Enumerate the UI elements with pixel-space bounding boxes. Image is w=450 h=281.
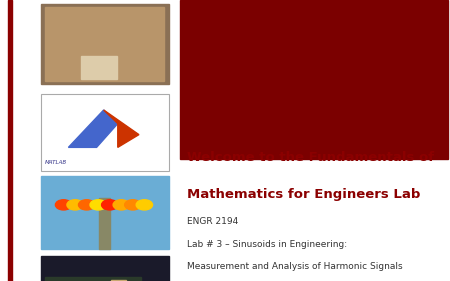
Text: Mathematics for Engineers Lab: Mathematics for Engineers Lab — [187, 188, 420, 201]
Bar — [111, 280, 126, 281]
Circle shape — [125, 200, 141, 210]
Text: ENGR 2194: ENGR 2194 — [187, 217, 238, 226]
Bar — [45, 7, 164, 81]
Bar — [81, 56, 117, 79]
Polygon shape — [104, 110, 139, 147]
Bar — [40, 256, 169, 281]
Circle shape — [136, 200, 153, 210]
Circle shape — [67, 200, 83, 210]
Text: Lab # 3 – Sinusoids in Engineering:: Lab # 3 – Sinusoids in Engineering: — [187, 240, 347, 249]
Polygon shape — [68, 110, 118, 147]
Bar — [8, 0, 12, 281]
Circle shape — [90, 200, 106, 210]
Bar — [180, 0, 448, 159]
Text: MATLAB: MATLAB — [45, 160, 67, 166]
Circle shape — [78, 200, 95, 210]
Circle shape — [102, 200, 118, 210]
Bar — [40, 4, 169, 84]
Circle shape — [113, 200, 130, 210]
Text: Welcome to the Fundamentals of: Welcome to the Fundamentals of — [187, 151, 434, 164]
Circle shape — [55, 200, 72, 210]
Bar — [99, 198, 110, 249]
Bar — [40, 176, 169, 249]
Bar — [40, 94, 169, 171]
Bar — [45, 277, 141, 281]
Text: Measurement and Analysis of Harmonic Signals: Measurement and Analysis of Harmonic Sig… — [187, 262, 402, 271]
Bar — [40, 94, 169, 171]
